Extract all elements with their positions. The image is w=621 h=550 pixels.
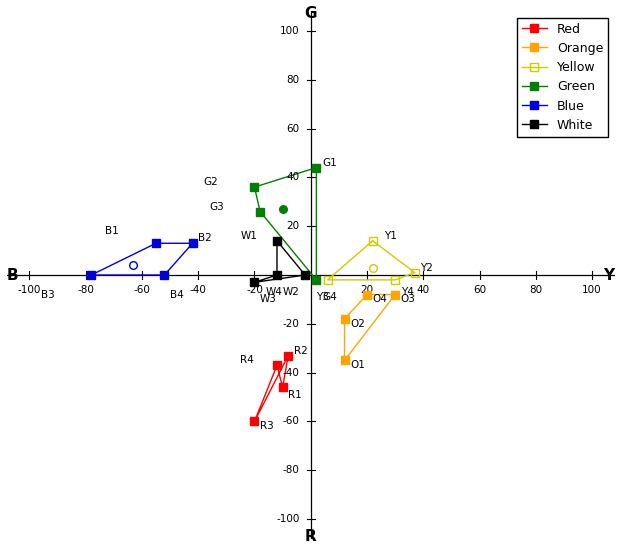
Text: W1: W1 — [240, 231, 257, 241]
Text: Y3: Y3 — [316, 292, 329, 302]
Text: 20: 20 — [286, 221, 299, 231]
Text: B: B — [6, 267, 18, 283]
Text: G: G — [304, 6, 317, 21]
Text: Y: Y — [604, 267, 615, 283]
Text: O1: O1 — [350, 360, 365, 370]
Text: -80: -80 — [283, 465, 299, 475]
Text: R3: R3 — [260, 421, 274, 431]
Text: B2: B2 — [198, 233, 212, 244]
Text: B4: B4 — [170, 289, 184, 300]
Text: W3: W3 — [260, 294, 277, 304]
Text: 100: 100 — [280, 26, 299, 36]
Text: -100: -100 — [276, 514, 299, 524]
Text: -20: -20 — [283, 319, 299, 329]
Text: 20: 20 — [360, 285, 374, 295]
Text: -20: -20 — [246, 285, 263, 295]
Text: B3: B3 — [40, 289, 55, 300]
Text: W2: W2 — [283, 287, 299, 297]
Text: 80: 80 — [286, 75, 299, 85]
Text: 40: 40 — [286, 172, 299, 183]
Text: -60: -60 — [134, 285, 150, 295]
Text: -40: -40 — [190, 285, 207, 295]
Text: O3: O3 — [401, 294, 415, 304]
Text: -100: -100 — [18, 285, 41, 295]
Text: G4: G4 — [322, 292, 337, 302]
Legend: Red, Orange, Yellow, Green, Blue, White: Red, Orange, Yellow, Green, Blue, White — [517, 18, 609, 137]
Text: -40: -40 — [283, 367, 299, 378]
Text: G1: G1 — [322, 158, 337, 168]
Text: O4: O4 — [373, 294, 388, 304]
Text: G3: G3 — [209, 202, 224, 212]
Text: 60: 60 — [473, 285, 486, 295]
Text: 100: 100 — [582, 285, 602, 295]
Text: 80: 80 — [529, 285, 542, 295]
Text: B1: B1 — [106, 226, 119, 236]
Text: R1: R1 — [288, 389, 302, 400]
Text: G2: G2 — [204, 177, 219, 187]
Text: R: R — [305, 529, 317, 544]
Text: 60: 60 — [286, 124, 299, 134]
Text: R2: R2 — [294, 346, 307, 356]
Text: -80: -80 — [77, 285, 94, 295]
Text: W4: W4 — [266, 287, 283, 297]
Text: O2: O2 — [350, 319, 365, 329]
Text: Y1: Y1 — [384, 231, 397, 241]
Text: Y2: Y2 — [420, 263, 433, 273]
Text: -60: -60 — [283, 416, 299, 426]
Text: Y4: Y4 — [401, 287, 414, 297]
Text: R4: R4 — [240, 355, 254, 365]
Text: 40: 40 — [417, 285, 430, 295]
